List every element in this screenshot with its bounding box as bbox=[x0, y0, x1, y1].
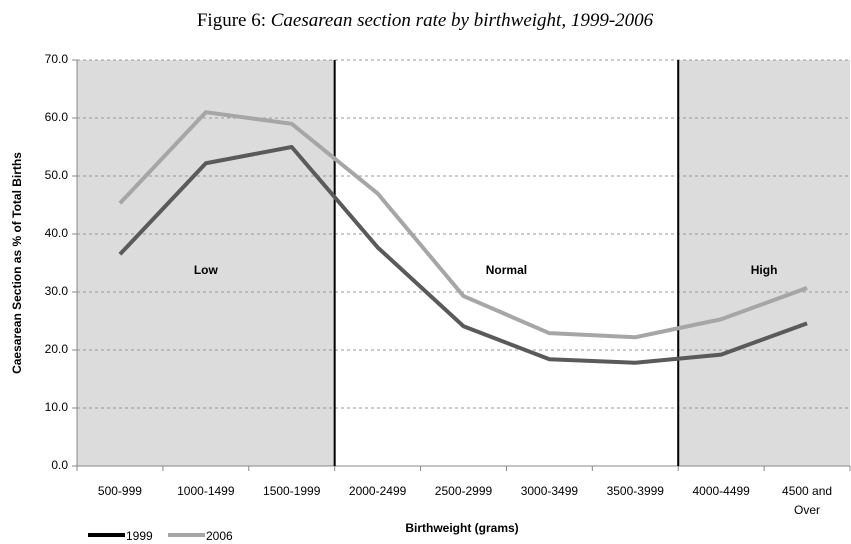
x-tick-label-line: 4500 and bbox=[782, 484, 832, 498]
y-tick-label: 50.0 bbox=[45, 168, 69, 182]
x-tick-label: 500-999 bbox=[98, 484, 142, 498]
x-tick-label: 3000-3499 bbox=[521, 484, 579, 498]
title-text: Caesarean section rate by birthweight, 1… bbox=[271, 10, 654, 31]
region-shade bbox=[678, 60, 850, 466]
x-tick-label: 1500-1999 bbox=[263, 484, 321, 498]
series-line bbox=[118, 110, 808, 340]
y-tick-label: 40.0 bbox=[45, 226, 69, 240]
y-tick-label: 0.0 bbox=[51, 458, 68, 472]
y-tick-label: 60.0 bbox=[45, 110, 69, 124]
title-prefix: Figure 6: bbox=[197, 10, 266, 31]
x-tick-label: 1000-1499 bbox=[177, 484, 235, 498]
y-tick-label: 20.0 bbox=[45, 342, 69, 356]
legend-label: 1999 bbox=[126, 529, 153, 543]
y-tick-label: 30.0 bbox=[45, 284, 69, 298]
chart-title: Figure 6: Caesarean section rate by birt… bbox=[197, 10, 654, 31]
y-tick-label: 10.0 bbox=[45, 400, 69, 414]
y-tick-label: 70.0 bbox=[45, 52, 69, 66]
region-label: Low bbox=[194, 263, 219, 277]
x-tick-label: 2500-2999 bbox=[435, 484, 493, 498]
region-label: Normal bbox=[486, 263, 527, 277]
y-axis-label: Caesarean Section as % of Total Births bbox=[10, 152, 24, 374]
x-tick-label: 2000-2499 bbox=[349, 484, 407, 498]
x-tick-label: 4000-4499 bbox=[692, 484, 750, 498]
region-label: High bbox=[751, 263, 778, 277]
x-tick-label-line: Over bbox=[794, 503, 820, 517]
legend-label: 2006 bbox=[206, 529, 233, 543]
x-tick-label: 4500 and Over bbox=[782, 484, 832, 517]
series-line bbox=[118, 145, 808, 365]
x-axis-label: Birthweight (grams) bbox=[405, 521, 518, 535]
region-shade bbox=[77, 60, 335, 466]
x-tick-label: 3500-3999 bbox=[607, 484, 665, 498]
